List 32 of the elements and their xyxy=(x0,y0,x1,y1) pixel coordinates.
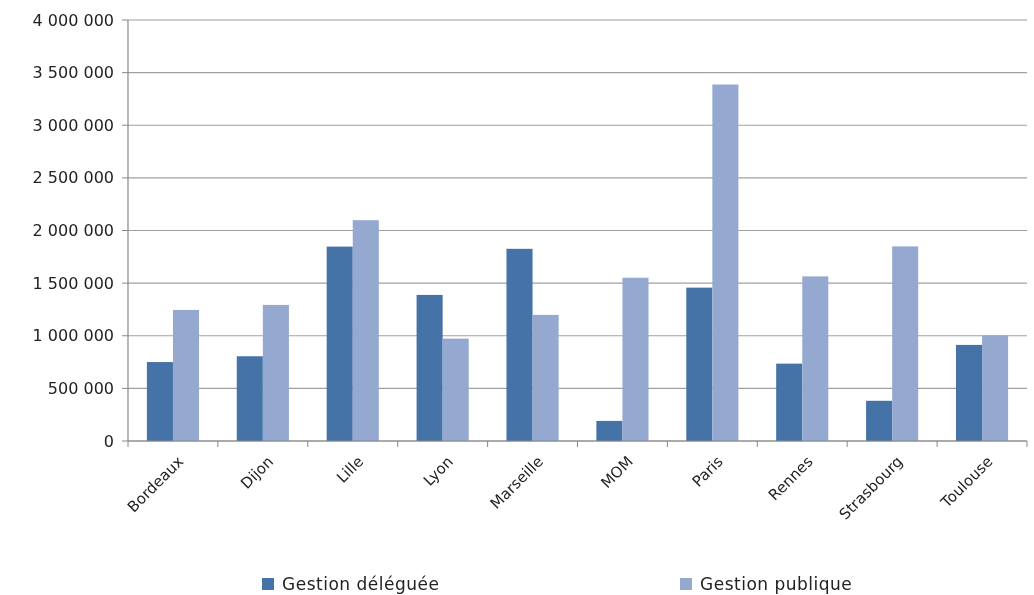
bar xyxy=(982,335,1009,441)
bar xyxy=(532,314,559,441)
y-tick-label: 0 xyxy=(103,431,114,451)
y-tick-label: 3 000 000 xyxy=(32,115,114,135)
bar xyxy=(892,246,919,441)
y-tick-label: 1 000 000 xyxy=(32,326,114,346)
bar xyxy=(866,400,893,441)
bar xyxy=(326,246,353,441)
bar xyxy=(686,287,713,441)
bar xyxy=(596,420,623,441)
bar xyxy=(622,277,649,441)
bar xyxy=(172,309,200,441)
bar xyxy=(955,344,983,441)
bar xyxy=(506,248,533,441)
bar xyxy=(802,276,829,441)
y-tick-label: 1 500 000 xyxy=(32,273,114,293)
y-tick-label: 2 000 000 xyxy=(32,221,114,241)
y-tick-label: 2 500 000 xyxy=(32,168,114,188)
bar xyxy=(442,338,469,441)
bar xyxy=(416,294,443,441)
x-tick-label: Lille xyxy=(333,452,367,487)
bar xyxy=(712,84,739,441)
y-tick-label: 500 000 xyxy=(47,378,114,398)
bar xyxy=(262,304,289,441)
bar xyxy=(146,362,173,441)
bar xyxy=(352,220,379,441)
bar xyxy=(236,356,263,441)
y-tick-label: 4 000 000 xyxy=(32,10,114,30)
y-tick-label: 3 500 000 xyxy=(32,63,114,83)
legend-label: Gestion déléguée xyxy=(282,573,440,594)
bar xyxy=(776,363,803,441)
legend-label: Gestion publique xyxy=(700,573,853,594)
